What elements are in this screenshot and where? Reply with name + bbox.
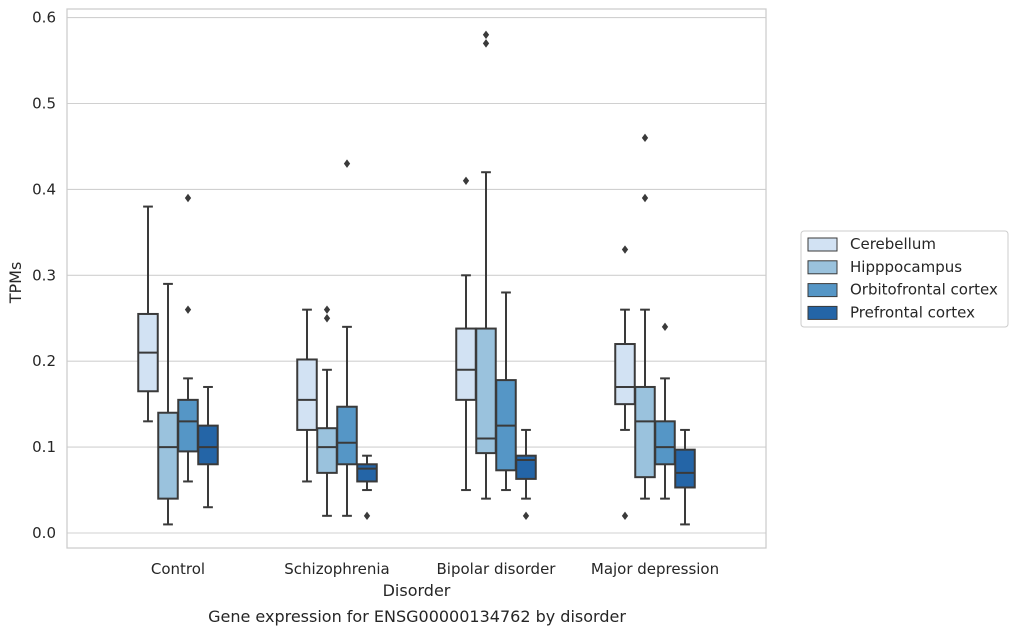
outlier-point	[323, 305, 331, 314]
outlier-point	[184, 193, 192, 203]
box-body	[177, 398, 199, 453]
x-axis-title: Disorder	[383, 581, 451, 600]
y-axis-ticks: 0.0 0.1 0.2 0.3 0.4 0.5 0.6	[32, 9, 56, 542]
box-body	[634, 385, 656, 479]
x-tick-label: Major depression	[591, 560, 719, 578]
box-body	[157, 411, 179, 500]
x-axis-ticks: Control Schizophrenia Bipolar disorder Majo…	[151, 560, 719, 578]
outlier-point	[641, 193, 649, 203]
box-hipppocampus-2	[475, 30, 497, 500]
box-body	[197, 424, 219, 466]
box-body	[674, 448, 696, 489]
outlier-point	[621, 511, 629, 521]
x-tick-label: Bipolar disorder	[437, 560, 557, 578]
y-tick-label: 0.5	[32, 95, 56, 113]
box-orbitofrontal-cortex-3	[654, 322, 676, 500]
outlier-point	[641, 133, 649, 143]
box-cerebellum-2	[455, 176, 477, 492]
y-axis-title: TPMs	[6, 262, 25, 305]
y-tick-label: 0.2	[32, 352, 56, 370]
legend-label: Orbitofrontal cortex	[850, 281, 998, 299]
box-prefrontal-cortex-3	[674, 428, 696, 526]
box-hipppocampus-1	[316, 305, 338, 517]
box-hipppocampus-3	[634, 133, 656, 500]
box-cerebellum-3	[614, 245, 636, 521]
outlier-point	[323, 314, 331, 323]
box-prefrontal-cortex-2	[515, 428, 537, 521]
box-body	[316, 427, 338, 474]
legend-frame	[800, 230, 1009, 328]
legend-swatch	[807, 237, 838, 252]
outlier-point	[184, 305, 192, 314]
y-tick-label: 0.0	[32, 524, 56, 542]
legend: Cerebellum Hipppocampus Orbitofrontal cort…	[800, 230, 1009, 328]
legend-label: Cerebellum	[850, 235, 936, 253]
outlier-point	[462, 176, 470, 186]
legend-swatch	[807, 260, 838, 275]
outlier-point	[363, 511, 371, 521]
y-tick-label: 0.3	[32, 266, 56, 284]
box-orbitofrontal-cortex-2	[495, 291, 517, 492]
box-orbitofrontal-cortex-0	[177, 193, 199, 483]
box-cerebellum-1	[296, 308, 318, 483]
box-cerebellum-0	[137, 205, 159, 423]
legend-label: Hipppocampus	[850, 258, 962, 276]
box-body	[515, 454, 537, 480]
box-body	[614, 343, 636, 406]
legend-items: Cerebellum Hipppocampus Orbitofrontal cort…	[807, 235, 998, 321]
outlier-point	[482, 30, 490, 39]
chart-caption: Gene expression for ENSG00000134762 by d…	[208, 607, 626, 626]
y-tick-label: 0.4	[32, 180, 56, 198]
x-tick-label: Control	[151, 560, 205, 578]
box-body	[356, 463, 378, 483]
y-tick-label: 0.1	[32, 438, 56, 456]
x-tick-label: Schizophrenia	[284, 560, 389, 578]
outlier-point	[522, 511, 530, 521]
y-tick-label: 0.6	[32, 9, 56, 27]
outlier-point	[661, 322, 669, 332]
box-prefrontal-cortex-0	[197, 385, 219, 509]
box-body	[296, 358, 318, 431]
outlier-point	[343, 159, 351, 168]
legend-label: Prefrontal cortex	[850, 303, 975, 321]
box-groups	[137, 30, 696, 526]
box-body	[336, 405, 358, 466]
box-body	[475, 327, 497, 455]
box-hipppocampus-0	[157, 282, 179, 526]
legend-swatch	[807, 305, 838, 320]
box-body	[654, 420, 676, 466]
box-body	[455, 327, 477, 401]
box-prefrontal-cortex-1	[356, 454, 378, 521]
plot-frame	[66, 8, 767, 549]
box-orbitofrontal-cortex-1	[336, 159, 358, 517]
outlier-point	[621, 245, 629, 254]
outlier-point	[482, 39, 490, 48]
legend-swatch	[807, 283, 838, 298]
